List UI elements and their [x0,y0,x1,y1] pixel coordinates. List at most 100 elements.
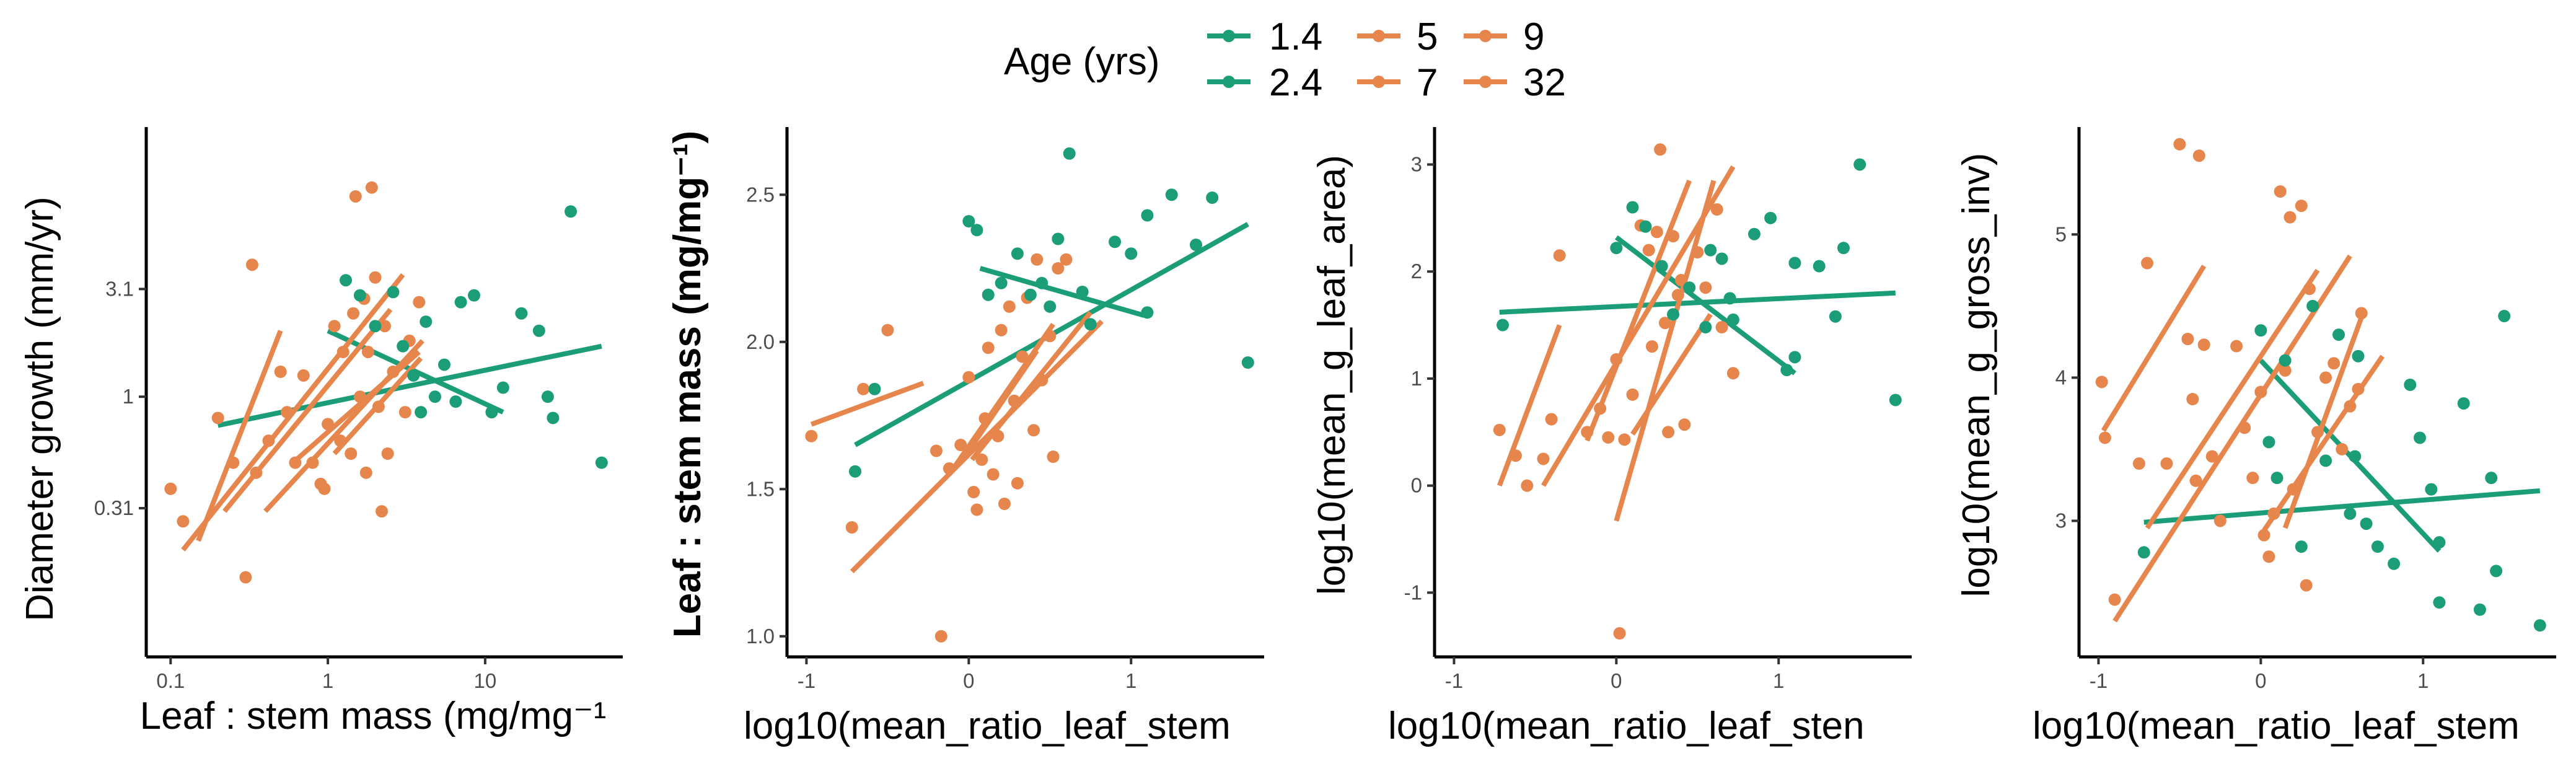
data-point [2254,385,2267,398]
data-point [1675,274,1688,286]
data-point [2457,397,2470,410]
data-point [1016,350,1029,363]
panel-1: 0.1 1 10 0.31 1 3.1 Diameter growth (mm/yr) L… [19,127,623,737]
data-point [1003,300,1016,313]
data-point [2132,457,2145,470]
data-point [1650,226,1663,239]
panel-4: -1 0 1 3 4 5 log10(mean_g_gross_inv) log10(me… [1955,127,2556,747]
data-point [868,382,881,395]
y-tick-label: 2.5 [746,183,775,206]
panel-1-x-axis-title: Leaf : stem mass (mg/mg⁻¹ [140,695,607,737]
data-point [250,466,263,479]
fit-line-young [1614,235,1796,376]
x-tick-label: -1 [1445,669,1463,692]
data-point [420,315,433,328]
fit-line-young [2143,488,2541,525]
y-tick-label: 2.0 [746,330,775,353]
y-tick-label: 0 [1411,474,1422,497]
x-tick-label: -1 [798,669,815,692]
fit-line-old [958,349,1039,464]
data-point [2473,603,2486,616]
y-tick-label: 1.5 [746,477,775,500]
x-tick-label: -1 [2090,669,2108,692]
panel-4-plot-area: -1 0 1 3 4 5 [2055,127,2556,692]
data-point [485,406,498,419]
fit-line-old [1585,179,1692,442]
data-point [2192,149,2205,162]
data-point [1076,286,1089,298]
data-point [369,320,382,333]
data-point [2352,350,2365,363]
fit-line-old [2282,316,2364,529]
data-point [1521,479,1534,492]
legend: Age (yrs) 1.4 2.4 5 7 9 3 [1004,15,1566,104]
data-point [1626,388,1639,401]
panel-3-x-axis-title: log10(mean_ratio_leaf_sten [1388,705,1865,747]
data-point [1011,247,1024,260]
data-point [1044,300,1057,313]
x-tick-label: 1 [1125,669,1136,692]
data-point [349,190,362,203]
data-point [1052,232,1065,245]
data-point [1704,244,1717,257]
panel-4-y-axis-title: log10(mean_g_gross_inv) [1955,153,1998,597]
data-point [2332,328,2345,341]
data-point [2355,307,2368,320]
data-point [2270,472,2284,485]
data-point [1602,431,1615,444]
panel-2: -1 0 1 1.0 1.5 2.0 2.5 Leaf : stem mass (mg/mg… [666,127,1264,747]
fit-line-young [1499,290,1896,315]
x-tick-label: 0.1 [156,669,185,692]
legend-label-3: 5 [1417,15,1438,58]
panel-3: -1 0 1 -1 0 1 2 3 log10(mean_g_leaf_area) log10… [1311,127,1912,747]
data-point [998,498,1011,510]
data-point [1837,242,1850,255]
fit-line-old [222,307,393,513]
data-point [336,345,349,358]
data-point [1829,310,1842,323]
data-point [2287,483,2300,496]
data-point [361,345,374,358]
fit-line-old [810,381,925,427]
data-point [2186,393,2199,406]
legend-label-4: 7 [1417,61,1438,104]
data-point [1060,253,1073,266]
data-point [595,456,608,469]
data-point [2274,185,2287,198]
y-tick-label: 3.1 [105,277,134,300]
data-point [289,456,302,469]
data-point [1206,191,1219,204]
data-point [1497,319,1509,332]
data-point [845,521,858,534]
data-point [1699,281,1712,294]
data-point [2254,324,2267,337]
data-point [943,462,956,475]
fit-line-old [850,319,1104,574]
data-point [982,341,995,354]
data-point [978,412,991,425]
data-point [849,465,861,478]
panel-2-y-axis-title: Leaf : stem mass (mg/mg⁻¹) [666,131,709,638]
fit-line-old [2145,268,2320,530]
data-point [398,406,411,419]
data-point [454,296,467,309]
legend-entry-2: 2.4 [1207,61,1322,104]
legend-key-dot [1479,30,1492,42]
x-tick-label: 1 [322,669,333,692]
legend-key-dot [1223,76,1235,88]
data-point [975,453,988,466]
data-point [2246,472,2259,485]
data-point [995,323,1008,337]
data-point [2295,200,2308,213]
panel-3-y-axis-title: log10(mean_g_leaf_area) [1311,155,1353,595]
y-tick-label: 0.31 [94,496,134,519]
data-point [1165,188,1178,201]
data-point [1788,257,1801,270]
data-point [1509,449,1522,462]
data-point [378,320,391,333]
data-point [547,411,560,424]
x-tick-label: 0 [1611,669,1622,692]
data-point [805,429,818,442]
data-point [1190,239,1202,251]
